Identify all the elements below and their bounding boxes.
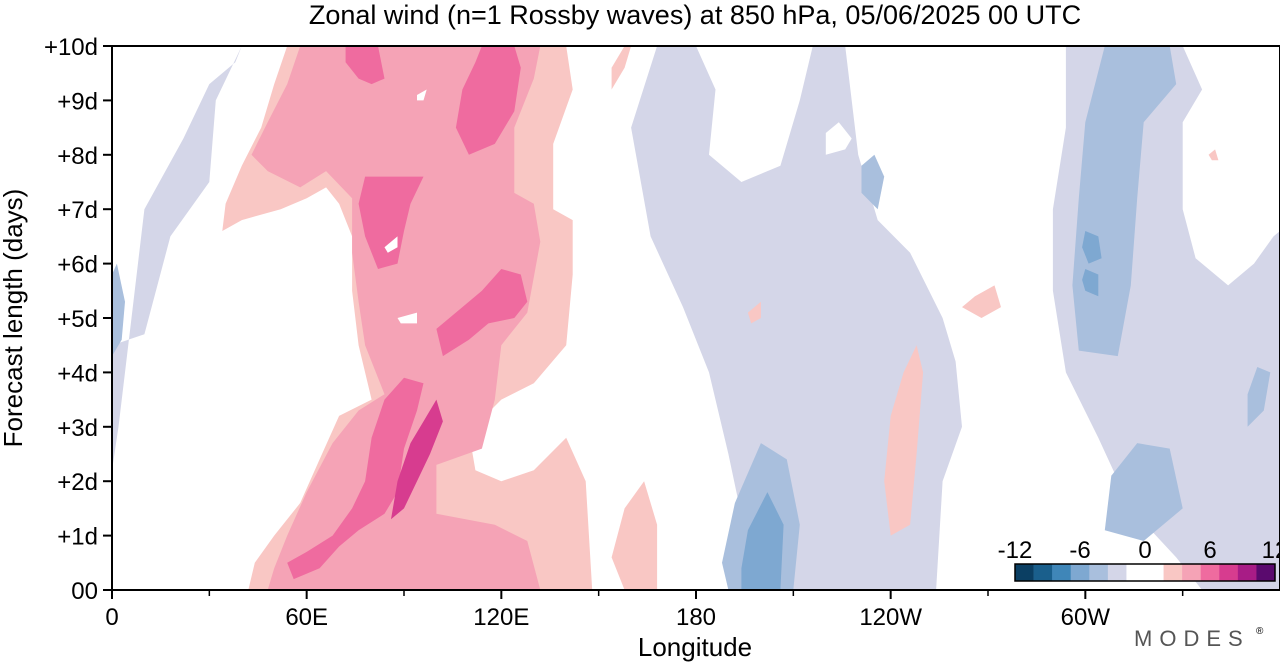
y-tick-label: +1d — [57, 524, 98, 551]
logo-text: MODES — [1134, 626, 1250, 651]
contour-region-14 — [287, 377, 424, 580]
colorbar-swatch — [1145, 564, 1164, 581]
contour-region-0 — [112, 46, 242, 471]
contour-region-2 — [631, 46, 962, 590]
x-tick-label: 60W — [1061, 604, 1111, 631]
contour-region-1 — [112, 263, 125, 357]
contour-region-27 — [417, 89, 427, 101]
contour-region-13 — [251, 46, 541, 590]
x-axis-label: Longitude — [638, 632, 752, 662]
contour-region-25 — [1208, 149, 1219, 161]
colorbar-label: -6 — [1069, 537, 1090, 564]
colorbar-frame — [1014, 563, 1276, 582]
contour-region-15 — [436, 269, 528, 357]
plot-area — [111, 45, 1280, 591]
x-tick-label: 120W — [859, 604, 922, 631]
contour-region-7 — [1072, 46, 1177, 357]
contour-region-18 — [455, 46, 521, 155]
chart-title: Zonal wind (n=1 Rossby waves) at 850 hPa… — [309, 0, 1081, 30]
colorbar-swatch — [1070, 564, 1090, 581]
contour-region-26 — [825, 122, 852, 155]
contour-region-10 — [1247, 367, 1271, 427]
contour-region-24 — [747, 301, 761, 324]
colorbar-swatch — [1182, 564, 1202, 581]
y-tick-label: +10d — [44, 34, 98, 61]
y-tick-label: +9d — [57, 88, 98, 115]
registered-mark: ® — [1256, 626, 1264, 637]
colorbar-swatch — [1107, 564, 1127, 581]
y-tick-label: +2d — [57, 469, 98, 496]
y-axis-label: Forecast length (days) — [0, 189, 28, 448]
colorbar-swatch — [1256, 564, 1276, 581]
contour-region-21 — [611, 46, 632, 90]
colorbar-label: 12 — [1262, 537, 1280, 564]
modes-logo: MODES ® — [1134, 626, 1264, 651]
contour-region-5 — [861, 154, 885, 210]
colorbar-swatch — [1089, 564, 1109, 581]
colorbar-swatch — [1200, 564, 1220, 581]
y-tick-label: +4d — [57, 360, 98, 387]
y-axis: 00 +1d +2d +3d +4d +5d +6d +7d +8d +9d +10d — [44, 34, 112, 605]
contour-region-19 — [391, 399, 443, 520]
colorbar-swatch — [1052, 564, 1072, 581]
colorbar-swatch — [1219, 564, 1239, 581]
colorbar-label: -12 — [998, 537, 1033, 564]
contour-fill-layer — [112, 46, 1280, 590]
contour-region-16 — [358, 176, 424, 269]
x-tick-label: 120E — [473, 604, 529, 631]
x-axis: 0 60E 120E 180 120W 60W — [105, 590, 1184, 631]
y-tick-label: +8d — [57, 143, 98, 170]
x-tick-label: 180 — [676, 604, 716, 631]
contour-region-8 — [1082, 231, 1102, 264]
colorbar-swatch — [1237, 564, 1257, 581]
contour-region-22 — [884, 345, 924, 536]
y-tick-label: 00 — [71, 578, 98, 605]
colorbar-swatch — [1033, 564, 1053, 581]
colorbar-label: 6 — [1203, 537, 1216, 564]
y-tick-label: +7d — [57, 197, 98, 224]
y-tick-label: +5d — [57, 306, 98, 333]
contour-region-4 — [741, 492, 784, 590]
colorbar-label: 0 — [1138, 537, 1151, 564]
y-tick-label: +3d — [57, 415, 98, 442]
contour-region-9 — [1082, 269, 1099, 297]
x-tick-label: 60E — [285, 604, 328, 631]
colorbar-swatch — [1163, 564, 1183, 581]
colorbar: -12 -6 0 6 12 — [998, 537, 1280, 582]
contour-region-23 — [962, 285, 1001, 318]
contour-region-17 — [345, 46, 385, 85]
contour-region-11 — [1104, 443, 1183, 541]
colorbar-swatch — [1015, 564, 1034, 581]
contour-region-28 — [384, 236, 398, 253]
colorbar-swatch — [1126, 564, 1146, 581]
x-tick-label: 0 — [105, 604, 118, 631]
contour-region-29 — [397, 312, 417, 324]
contour-region-20 — [611, 481, 658, 590]
y-tick-label: +6d — [57, 252, 98, 279]
